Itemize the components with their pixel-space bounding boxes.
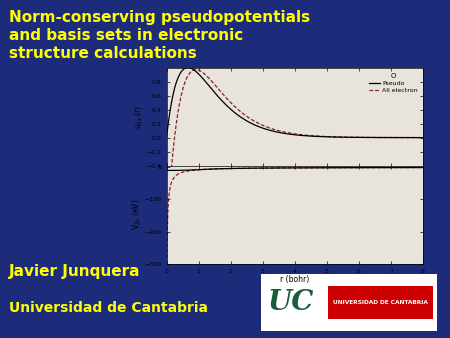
Text: UC: UC — [268, 289, 315, 316]
Y-axis label: u$_{2s}$ (r): u$_{2s}$ (r) — [133, 104, 145, 129]
Legend: Pseudo, All electron: Pseudo, All electron — [367, 71, 420, 95]
Text: Norm-conserving pseudopotentials
and basis sets in electronic
structure calculat: Norm-conserving pseudopotentials and bas… — [9, 10, 310, 61]
Text: Universidad de Cantabria: Universidad de Cantabria — [9, 301, 208, 315]
Bar — [328, 286, 433, 319]
Y-axis label: V$_{2s}$ (eV): V$_{2s}$ (eV) — [131, 199, 143, 230]
Text: UNIVERSIDAD DE CANTABRIA: UNIVERSIDAD DE CANTABRIA — [333, 300, 428, 305]
X-axis label: r (bohr): r (bohr) — [280, 275, 310, 284]
Text: Javier Junquera: Javier Junquera — [9, 264, 140, 279]
